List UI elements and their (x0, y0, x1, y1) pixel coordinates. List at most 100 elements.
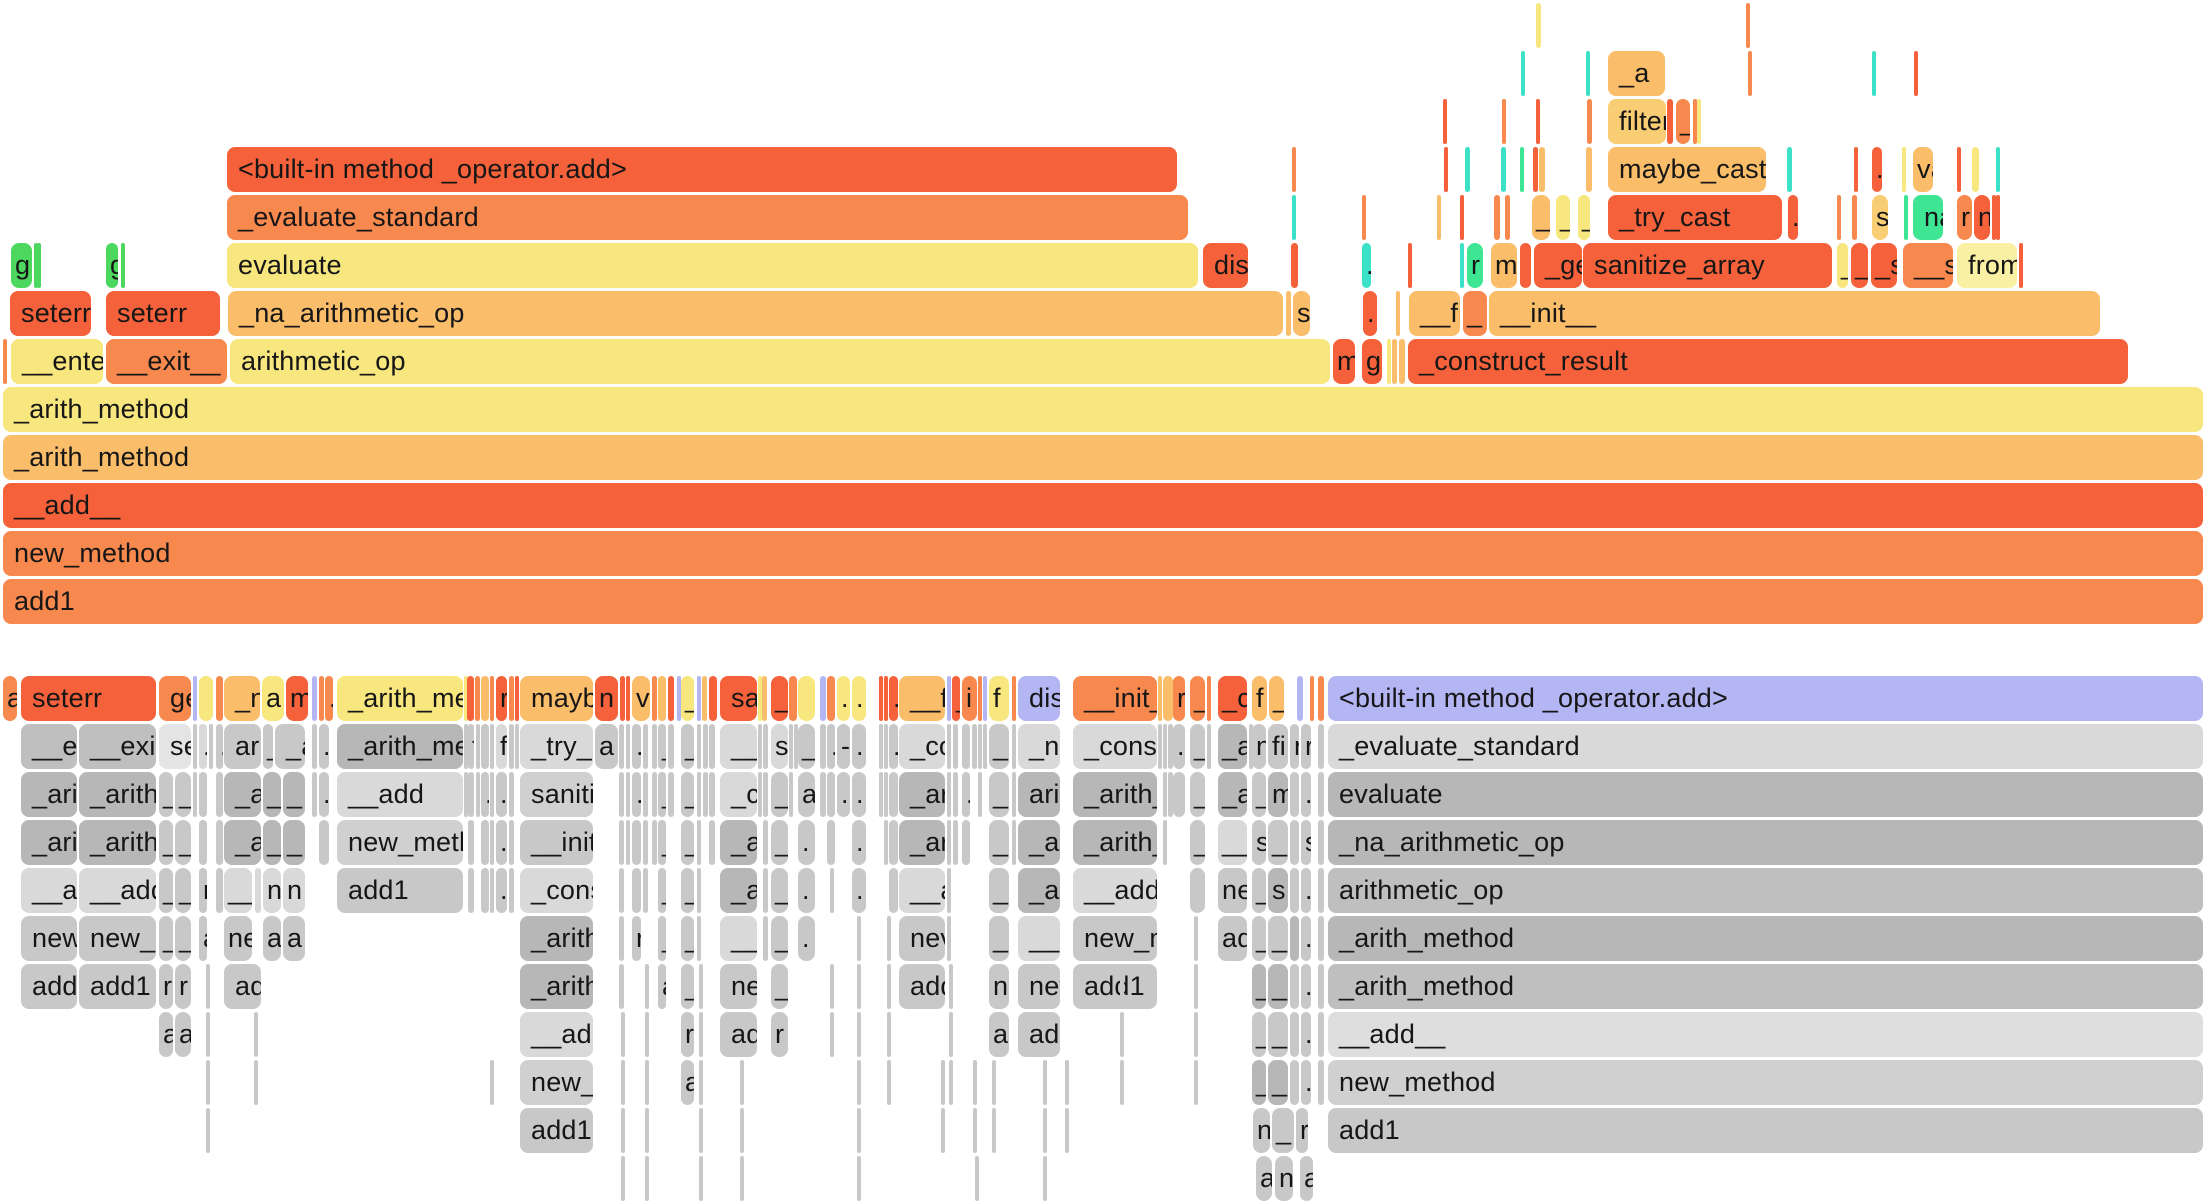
flame-frame[interactable] (699, 1108, 703, 1153)
flame-frame[interactable]: _ (1268, 1060, 1288, 1105)
flame-frame[interactable]: _a (1218, 772, 1247, 817)
flame-frame[interactable] (1065, 1108, 1069, 1153)
flame-frame[interactable]: a (263, 916, 281, 961)
flame-frame[interactable]: r (632, 916, 641, 961)
flame-frame[interactable] (1120, 1012, 1124, 1057)
flame-frame[interactable]: ne (224, 916, 252, 961)
flame-frame[interactable] (983, 676, 987, 721)
flame-frame[interactable] (254, 1012, 258, 1057)
flame-frame[interactable]: _ (1532, 195, 1550, 240)
flame-frame[interactable]: r (626, 724, 630, 769)
flame-frame[interactable] (702, 676, 707, 721)
flame-frame[interactable]: n (989, 964, 1009, 1009)
flame-frame[interactable]: new_m (1073, 916, 1157, 961)
flame-frame[interactable]: _ar (1018, 820, 1060, 865)
flame-frame[interactable] (509, 772, 514, 817)
flame-frame[interactable] (1318, 676, 1324, 721)
flame-frame[interactable] (619, 964, 624, 1009)
flame-frame[interactable] (1502, 99, 1506, 144)
flame-frame[interactable] (703, 772, 708, 817)
flame-frame[interactable]: sanitize_array (1583, 243, 1832, 288)
flame-frame[interactable] (509, 676, 514, 721)
flame-frame[interactable]: . (889, 724, 898, 769)
flame-frame[interactable] (481, 724, 489, 769)
flame-frame[interactable] (947, 676, 951, 721)
flame-frame[interactable]: __a (1018, 916, 1060, 961)
flame-frame[interactable]: _arith_ (1073, 772, 1157, 817)
flame-frame[interactable] (941, 1060, 945, 1105)
flame-frame[interactable] (468, 772, 474, 817)
flame-frame[interactable] (1520, 243, 1531, 288)
flame-frame[interactable]: add1 (1073, 964, 1157, 1009)
flame-frame[interactable] (789, 772, 793, 817)
flame-frame[interactable]: n (263, 868, 281, 913)
flame-frame[interactable] (632, 820, 641, 865)
flame-frame[interactable] (1362, 195, 1366, 240)
flame-frame[interactable]: _c (720, 772, 757, 817)
flame-frame[interactable] (1310, 676, 1314, 721)
flame-frame[interactable] (481, 676, 489, 721)
flame-frame[interactable]: _ (952, 676, 960, 721)
flame-frame[interactable]: _ (159, 772, 173, 817)
flame-frame[interactable] (1536, 99, 1540, 144)
flame-frame[interactable]: filter (1608, 99, 1666, 144)
flame-frame[interactable] (464, 724, 468, 769)
flame-frame[interactable] (1972, 147, 1979, 192)
flame-frame[interactable]: f (496, 724, 507, 769)
flame-frame[interactable] (830, 1012, 834, 1057)
flame-frame[interactable]: _arith_me (337, 724, 463, 769)
flame-frame[interactable] (697, 916, 701, 961)
flame-frame[interactable] (677, 676, 681, 721)
flame-frame[interactable] (621, 1156, 625, 1201)
flame-frame[interactable]: . (1168, 772, 1173, 817)
flame-frame[interactable]: a (989, 1012, 1009, 1057)
flame-frame[interactable] (652, 772, 657, 817)
flame-frame[interactable]: _a (275, 724, 305, 769)
flame-frame[interactable]: _ (658, 868, 666, 913)
flame-frame[interactable] (643, 772, 648, 817)
flame-frame[interactable]: r (681, 1012, 694, 1057)
flame-frame[interactable]: n (595, 676, 618, 721)
flame-frame[interactable]: _ (681, 820, 694, 865)
flame-frame[interactable]: . (632, 772, 641, 817)
flame-frame[interactable]: __add (79, 868, 156, 913)
flame-frame[interactable]: _na_arithmetic_op (228, 291, 1283, 336)
flame-frame[interactable] (1396, 291, 1400, 336)
flame-frame[interactable]: _arit (21, 820, 77, 865)
flame-frame[interactable] (1173, 772, 1185, 817)
flame-frame[interactable]: maybe_cast_t (1608, 147, 1766, 192)
flame-frame[interactable] (1168, 724, 1173, 769)
flame-frame[interactable] (697, 676, 701, 721)
flame-frame[interactable]: r (490, 868, 494, 913)
flame-frame[interactable] (1318, 868, 1324, 913)
flame-frame[interactable] (481, 820, 489, 865)
flame-frame[interactable] (1748, 51, 1752, 96)
flame-frame[interactable]: . (1363, 291, 1377, 336)
flame-frame[interactable] (464, 772, 468, 817)
selected-frame[interactable]: <built-in method _operator.add> (1328, 676, 2203, 721)
flame-frame[interactable] (758, 724, 762, 769)
flame-frame[interactable]: . (1301, 916, 1311, 961)
flame-frame[interactable] (476, 772, 480, 817)
flame-frame[interactable] (206, 1108, 210, 1153)
flame-frame[interactable] (1297, 676, 1303, 721)
flame-frame[interactable]: _ (263, 820, 281, 865)
flame-frame[interactable]: s (1301, 820, 1311, 865)
flame-frame[interactable]: _ (159, 916, 173, 961)
flame-frame[interactable] (34, 243, 38, 288)
flame-frame[interactable] (884, 724, 888, 769)
flame-frame[interactable] (992, 1108, 996, 1153)
flame-frame[interactable] (1043, 1060, 1047, 1105)
flame-frame[interactable]: . (1362, 243, 1371, 288)
flame-frame[interactable] (1318, 1012, 1324, 1057)
flame-frame[interactable]: ad (720, 1012, 757, 1057)
flame-frame[interactable] (827, 820, 835, 865)
flame-frame[interactable]: _ (1578, 195, 1590, 240)
flame-frame[interactable]: . (199, 724, 207, 769)
flame-frame[interactable]: . (652, 724, 657, 769)
flame-frame[interactable] (1290, 916, 1299, 961)
flame-frame[interactable] (619, 916, 624, 961)
flame-frame[interactable] (216, 772, 223, 817)
flame-frame[interactable] (709, 724, 715, 769)
flame-frame[interactable] (1539, 147, 1545, 192)
